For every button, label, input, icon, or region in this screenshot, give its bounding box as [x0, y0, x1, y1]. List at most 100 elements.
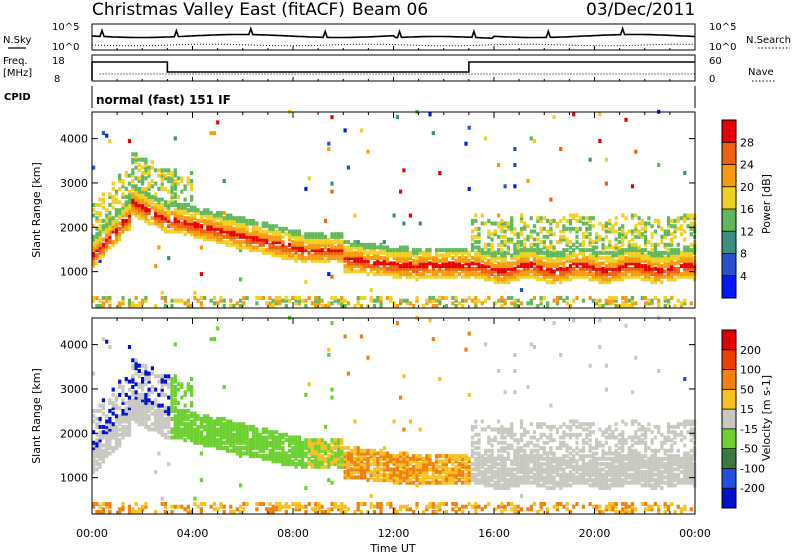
velocity-cell — [457, 467, 461, 472]
power-cell — [660, 266, 664, 271]
velocity-cell — [222, 416, 226, 421]
power-cell — [650, 280, 654, 285]
velocity-cell — [536, 424, 540, 429]
power-cell — [503, 250, 507, 255]
power-cell — [529, 229, 533, 234]
power-cell — [683, 266, 687, 271]
velocity-cell — [572, 422, 576, 427]
power-cell — [402, 221, 406, 226]
velocity-cell — [461, 480, 465, 485]
power-cell — [562, 253, 566, 258]
velocity-cell — [304, 504, 308, 509]
power-cell — [105, 296, 109, 300]
power-cell — [650, 242, 654, 247]
power-cell — [621, 250, 625, 255]
velocity-cell — [265, 456, 269, 461]
power-cell — [340, 240, 344, 245]
velocity-cell — [131, 406, 135, 411]
power-cell — [307, 245, 311, 250]
power-cell — [539, 240, 543, 245]
power-cell — [402, 253, 406, 258]
velocity-cell — [546, 435, 550, 440]
power-cell — [199, 245, 203, 250]
velocity-cell — [124, 408, 128, 413]
power-cell — [193, 216, 197, 221]
power-cell — [118, 186, 122, 191]
velocity-cell — [457, 462, 461, 467]
power-cell — [523, 248, 527, 253]
power-cell — [170, 194, 174, 199]
velocity-cell — [183, 408, 187, 413]
velocity-cell — [546, 510, 550, 514]
velocity-cell — [581, 478, 586, 483]
power-cell — [392, 274, 396, 279]
power-cell — [225, 234, 230, 239]
power-cell — [405, 253, 409, 258]
velocity-cell — [451, 462, 455, 467]
velocity-cell — [92, 448, 96, 453]
power-cell — [431, 272, 435, 277]
power-cell — [604, 234, 608, 239]
velocity-cell — [392, 419, 396, 424]
power-cell — [565, 277, 569, 282]
velocity-cell — [490, 438, 494, 443]
power-cell — [376, 256, 380, 261]
velocity-cell — [255, 440, 259, 445]
velocity-cell — [170, 427, 174, 432]
velocity-cell — [245, 435, 249, 440]
power-cell — [614, 221, 618, 226]
power-cell — [209, 131, 213, 136]
power-cell — [160, 224, 164, 229]
velocity-cell — [490, 443, 494, 448]
velocity-cell — [546, 475, 550, 480]
velocity-cell — [134, 382, 138, 387]
power-cell — [232, 221, 236, 226]
power-cell — [225, 232, 230, 237]
power-cell — [539, 264, 543, 269]
power-cell — [480, 256, 484, 261]
power-cell — [408, 256, 412, 261]
velocity-cell — [382, 456, 386, 461]
velocity-cell — [559, 502, 563, 506]
power-cell — [372, 304, 377, 308]
power-cell — [490, 256, 494, 261]
velocity-cell — [134, 406, 138, 411]
velocity-cell — [147, 379, 151, 384]
velocity-cell — [418, 427, 422, 432]
velocity-cell — [206, 430, 210, 435]
power-cell — [598, 264, 602, 269]
velocity-cell — [477, 462, 481, 467]
power-cell — [526, 224, 530, 229]
velocity-cell — [160, 496, 164, 501]
velocity-cell — [552, 454, 556, 459]
velocity-cell — [131, 377, 135, 381]
power-cell — [532, 229, 537, 234]
velocity-cell — [111, 432, 115, 437]
power-cell — [274, 296, 279, 300]
velocity-cell — [353, 462, 357, 467]
power-cell — [105, 242, 109, 247]
velocity-cell — [415, 464, 419, 469]
power-cell — [350, 256, 354, 261]
velocity-cell — [536, 472, 540, 477]
velocity-cell — [111, 422, 115, 427]
velocity-cell — [435, 480, 439, 485]
power-cell — [585, 274, 589, 279]
velocity-cell — [167, 385, 171, 389]
velocity-cell — [402, 374, 406, 379]
power-cell — [519, 274, 524, 279]
power-cell — [105, 298, 109, 303]
power-cell — [294, 256, 298, 261]
velocity-cell — [578, 432, 582, 437]
power-cell — [193, 210, 197, 215]
velocity-cell — [477, 478, 481, 483]
power-cell — [278, 229, 282, 234]
velocity-cell — [127, 419, 132, 424]
velocity-cell — [294, 507, 298, 512]
power-cell — [232, 229, 236, 234]
power-cell — [617, 250, 622, 255]
power-cell — [634, 234, 638, 239]
power-cell — [536, 216, 540, 221]
power-cell — [474, 269, 478, 274]
power-cell — [268, 248, 272, 253]
